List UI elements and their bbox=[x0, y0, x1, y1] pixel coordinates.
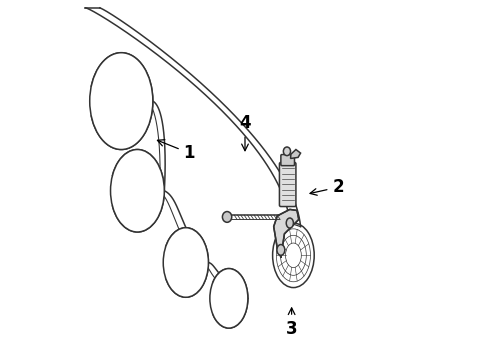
Ellipse shape bbox=[210, 269, 248, 328]
Text: 3: 3 bbox=[286, 308, 297, 338]
Ellipse shape bbox=[277, 244, 285, 255]
FancyBboxPatch shape bbox=[279, 162, 296, 207]
Text: 1: 1 bbox=[157, 140, 195, 162]
Ellipse shape bbox=[90, 53, 153, 149]
Ellipse shape bbox=[286, 218, 294, 228]
Text: 4: 4 bbox=[239, 114, 251, 151]
Text: 2: 2 bbox=[310, 178, 344, 196]
FancyBboxPatch shape bbox=[281, 154, 294, 166]
Ellipse shape bbox=[163, 228, 208, 297]
Ellipse shape bbox=[111, 149, 164, 232]
Polygon shape bbox=[291, 149, 300, 158]
Ellipse shape bbox=[222, 212, 232, 222]
Polygon shape bbox=[274, 210, 299, 257]
Ellipse shape bbox=[283, 147, 291, 156]
